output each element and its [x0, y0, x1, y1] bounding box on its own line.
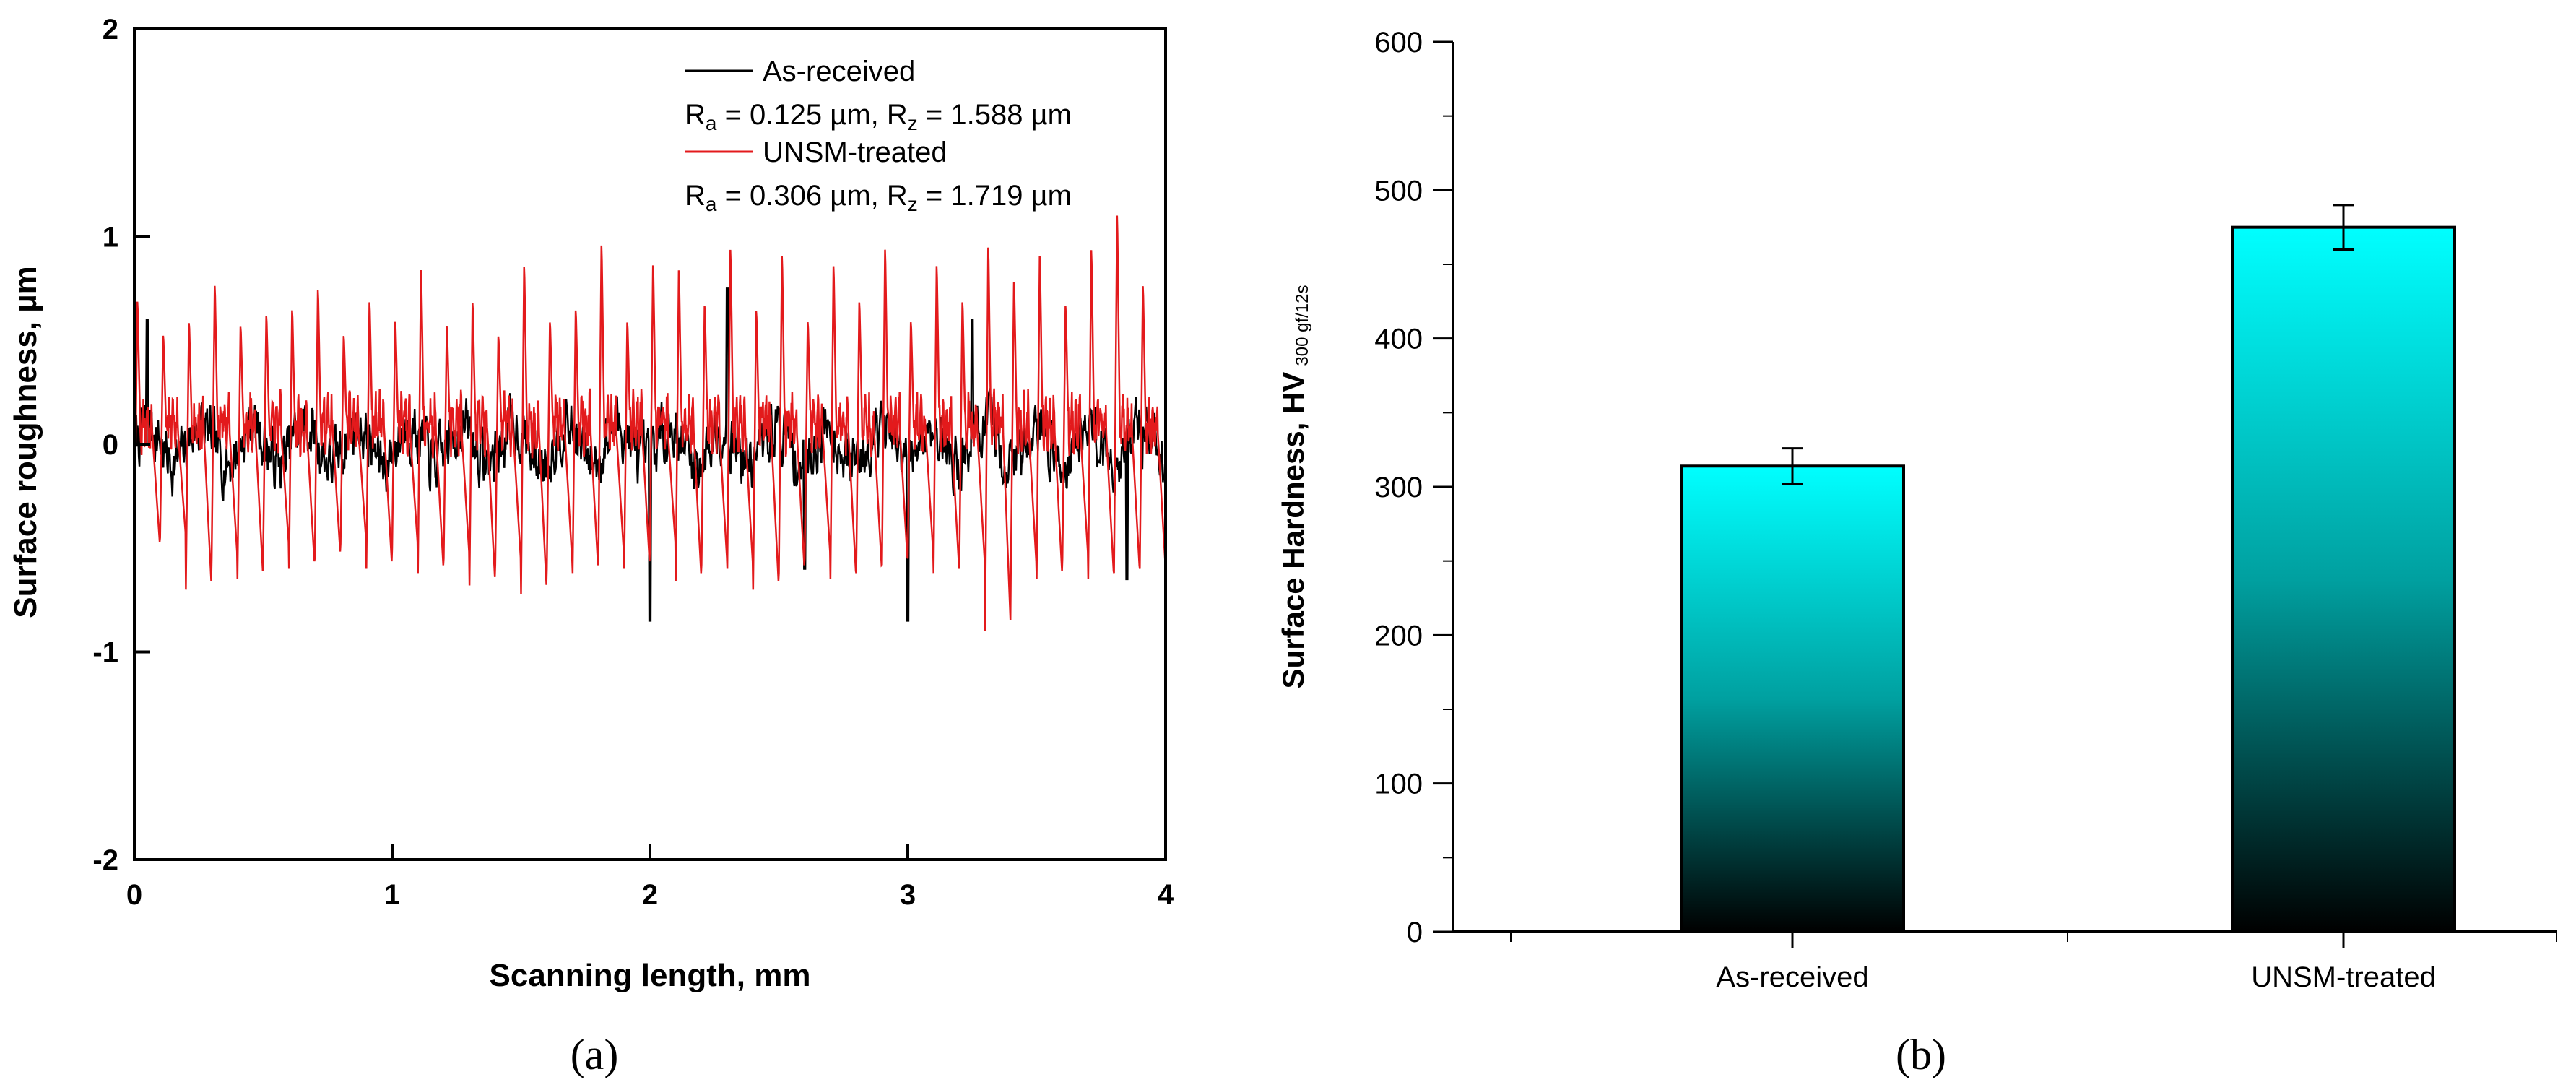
hardness-y-axis-label: Surface Hardness, HV300 gf/12s — [1276, 285, 1312, 689]
roughness-y-tick-label: 0 — [103, 429, 118, 461]
legend-stats-as-received: Ra = 0.125 µm, Rz = 1.588 µm — [685, 99, 1072, 134]
legend-label-as-received: As-received — [763, 56, 915, 87]
roughness-y-tick-label: -1 — [92, 637, 118, 669]
hardness-x-tick-label: As-received — [1716, 961, 1868, 993]
roughness-x-tick-label: 3 — [900, 879, 916, 911]
hardness-y-tick-label: 200 — [1374, 620, 1423, 652]
roughness-x-axis-label: Scanning length, mm — [490, 958, 811, 993]
roughness-y-tick-label: 1 — [103, 222, 118, 254]
hardness-y-tick-label: 300 — [1374, 472, 1423, 503]
hardness-x-tick-label: UNSM-treated — [2251, 961, 2436, 993]
roughness-x-tick-label: 4 — [1158, 879, 1174, 911]
roughness-y-axis-label: Surface roughness, µm — [8, 266, 43, 618]
bar-unsm-treated — [2231, 225, 2456, 933]
roughness-chart: -2 -1 0 1 2 0 1 2 3 4 Scanning length, mm Surfac… — [8, 14, 1174, 1078]
panel-label-a: (a) — [571, 1031, 619, 1078]
legend-label-unsm-treated: UNSM-treated — [763, 137, 947, 168]
legend-stats-unsm-treated: Ra = 0.306 µm, Rz = 1.719 µm — [685, 180, 1072, 215]
roughness-x-tick-label: 2 — [642, 879, 658, 911]
hardness-chart: 0 100 200 300 400 500 600 As-received UNSM-trea… — [1276, 27, 2557, 1078]
hardness-y-tick-label: 100 — [1374, 769, 1423, 800]
hardness-y-tick-label: 500 — [1374, 175, 1423, 207]
hardness-y-tick-label: 400 — [1374, 324, 1423, 355]
hardness-y-tick-label: 0 — [1407, 917, 1423, 948]
bar-as-received — [1680, 464, 1905, 933]
panel-label-b: (b) — [1896, 1031, 1946, 1078]
roughness-x-tick-label: 1 — [384, 879, 400, 911]
roughness-legend: As-received Ra = 0.125 µm, Rz = 1.588 µm… — [685, 56, 1072, 215]
roughness-x-tick-label: 0 — [126, 879, 142, 911]
roughness-y-tick-label: -2 — [92, 844, 118, 876]
roughness-y-tick-label: 2 — [103, 14, 118, 46]
series-line-unsm-treated — [134, 215, 1166, 631]
hardness-y-tick-label: 600 — [1374, 27, 1423, 59]
